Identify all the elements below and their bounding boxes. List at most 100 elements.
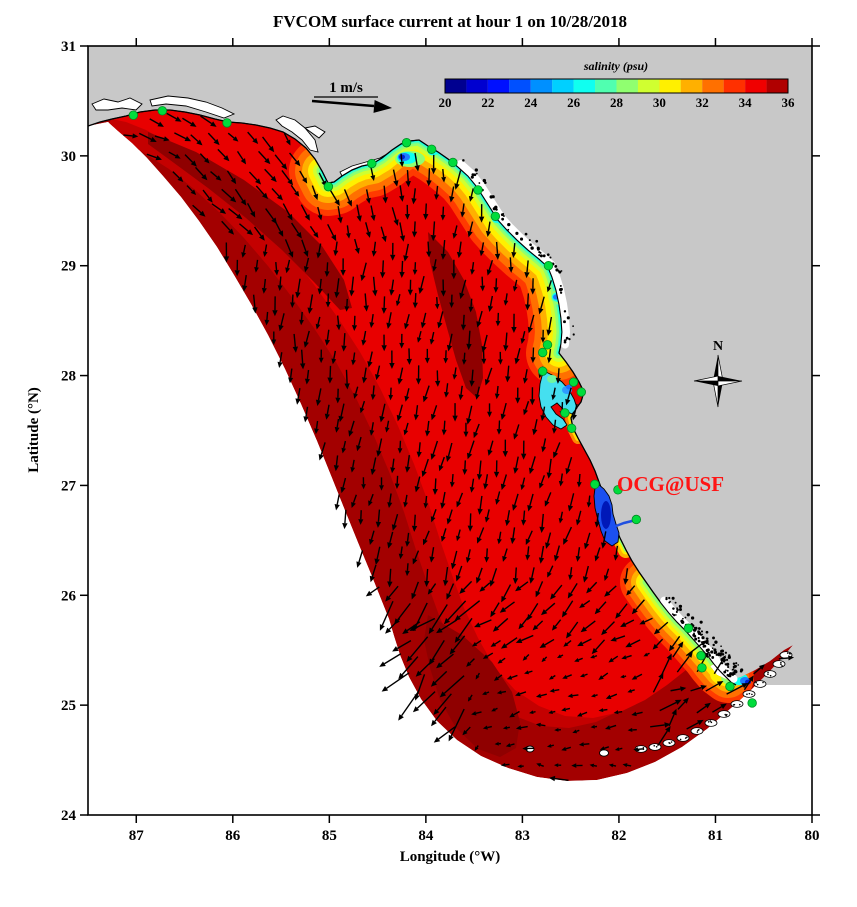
island-speckle [549,256,552,259]
coastal-lagoon [275,115,319,153]
salinity-inshore [112,110,708,718]
island-speckle [560,270,563,272]
island-speckle [676,607,678,610]
island-speckle [563,339,566,342]
colorbar-bin [552,79,574,93]
scale-arrow-label: 1 m/s [329,80,363,96]
station-marker [696,651,706,661]
island-speckle [653,744,656,747]
island-speckle [735,662,738,665]
island-speckle [686,736,688,739]
island-speckle [733,673,736,675]
station-marker [490,211,501,221]
island-speckle [788,652,791,655]
island-speckle [556,269,559,272]
island-speckle [642,748,645,751]
station-marker [566,423,577,434]
x-tick-label: 87 [129,828,145,844]
colorbar-bin [702,79,724,93]
colorbar-bin [745,79,767,93]
salinity-dark-tongue [428,232,483,398]
island-speckle [572,333,575,336]
figure-title: FVCOM surface current at hour 1 on 10/28… [273,12,627,31]
island-speckle [698,627,701,630]
coastline-detail [88,109,793,757]
station-marker [542,340,553,350]
current-vector-field [123,112,795,782]
island-speckle [694,626,698,630]
small-island [599,749,609,757]
x-tick-label: 82 [611,828,626,844]
island-speckle [710,721,713,724]
map-decorations [311,96,743,408]
compass-rose [718,376,742,381]
island-speckle [538,251,541,254]
colorbar-bin [530,79,553,93]
island-speckle [727,655,731,659]
island-speckle [539,254,543,258]
bay-salinity-patch [547,375,557,383]
island-speckle [726,669,729,672]
island-speckle [530,246,534,250]
colorbar-tick-label: 22 [481,95,494,110]
island-speckle [507,222,511,227]
island-speckle [738,703,741,706]
watermark-label: OCG@USF [617,472,724,496]
colorbar-bin [659,79,681,93]
island-speckle [724,651,728,654]
colorbar-bin [680,79,703,93]
colorbar-tick-label: 34 [739,95,753,110]
island-speckle [559,291,563,294]
estuaries [538,371,639,547]
station-marker [631,514,642,525]
island-speckle [767,673,769,676]
island-speckle [712,636,715,640]
station-marker [537,366,548,376]
island-speckle [563,340,567,344]
island-speckle [565,336,569,340]
island-speckle [566,316,570,320]
island-speckle [697,729,699,732]
island-speckle [538,254,541,257]
island-speckle [751,693,753,696]
island-speckle [727,665,730,669]
plot-frame [87,45,813,816]
y-tick-label: 26 [61,588,77,604]
island-speckle [713,648,717,652]
island-speckle [786,652,789,654]
tampa-bay [538,371,578,430]
station-marker [323,181,334,192]
island-speckle [706,637,709,640]
compass-rose [713,355,718,381]
colorbar-tick-label: 20 [439,95,452,110]
colorbar-tick-label: 26 [567,95,581,110]
station-marker [590,479,600,490]
island-speckle [705,630,709,634]
island-speckle [726,662,730,666]
florida-keys-island [763,670,777,678]
axes-frame: 87 86 85 84 83 82 81 80 31 30 29 28 27 26 25 24 [61,38,820,844]
island-speckle [706,639,709,642]
coastal-lagoon [91,97,143,111]
island-speckle [560,287,563,291]
island-speckle [721,652,725,656]
island-speckle [720,645,722,648]
station-marker [367,158,377,169]
island-speckle [686,613,690,617]
island-speckle [728,674,732,678]
colorbar-bin [595,79,617,93]
island-speckle [699,633,703,636]
x-tick-label: 81 [708,828,723,844]
island-speckle [671,596,675,600]
island-speckle [670,741,673,743]
island-speckle [724,713,727,716]
station-marker [426,144,437,154]
island-speckle [711,656,715,659]
island-speckle [559,284,562,287]
island-speckle [723,670,727,674]
x-tick-label: 84 [418,828,434,844]
island-speckle [572,325,574,327]
island-speckle [680,619,684,623]
island-speckle [674,601,677,604]
